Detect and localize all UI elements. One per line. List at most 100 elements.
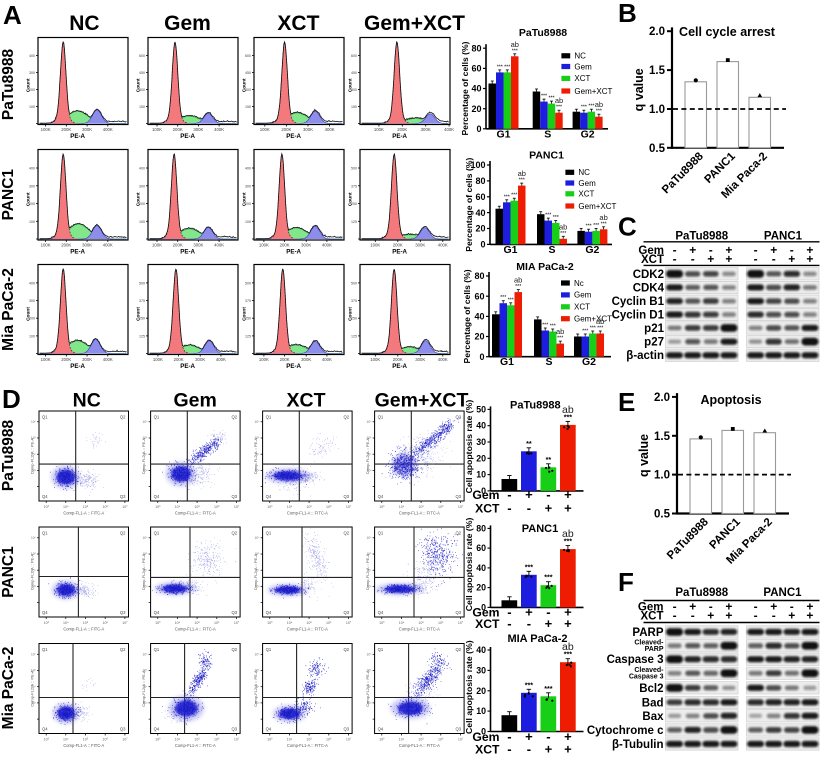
svg-text:10³: 10³	[379, 505, 385, 509]
svg-text:-: -	[507, 501, 511, 516]
svg-text:XCT: XCT	[475, 502, 500, 516]
svg-text:10³: 10³	[44, 738, 50, 742]
svg-text:200: 200	[29, 202, 35, 206]
svg-text:10⁴: 10⁴	[254, 568, 260, 572]
svg-text:100K: 100K	[152, 127, 162, 132]
svg-text:10³: 10³	[255, 469, 260, 473]
svg-text:+: +	[707, 252, 714, 266]
svg-text:Q4: Q4	[266, 727, 272, 732]
svg-text:Q3: Q3	[456, 494, 462, 499]
svg-text:10⁵: 10⁵	[83, 505, 89, 509]
svg-text:Q1: Q1	[154, 531, 160, 536]
svg-text:***: ***	[597, 326, 603, 332]
svg-text:375: 375	[139, 299, 145, 303]
svg-text:100: 100	[29, 105, 35, 109]
svg-text:200: 200	[139, 202, 145, 206]
svg-text:100K: 100K	[153, 357, 163, 362]
svg-text:***: ***	[581, 105, 587, 111]
svg-text:***: ***	[601, 221, 607, 227]
svg-text:PaTu8988: PaTu8988	[675, 231, 728, 243]
svg-text:Caspase 3: Caspase 3	[607, 654, 664, 666]
svg-text:250: 250	[245, 317, 251, 321]
svg-text:Bcl2: Bcl2	[639, 683, 663, 695]
svg-text:Q4: Q4	[154, 727, 160, 732]
svg-text:10⁶: 10⁶	[255, 420, 261, 424]
svg-text:-: -	[691, 252, 695, 266]
svg-text:Comp-FL1-A :: FITC-A: Comp-FL1-A :: FITC-A	[175, 627, 216, 632]
svg-text:Cyclin D1: Cyclin D1	[612, 310, 665, 322]
svg-text:100: 100	[139, 220, 145, 224]
svg-text:100: 100	[470, 160, 485, 170]
svg-text:Comp-FL2-A :: PE-A: Comp-FL2-A :: PE-A	[141, 553, 146, 590]
svg-text:10⁴: 10⁴	[31, 568, 37, 572]
svg-text:PaTu8988: PaTu8988	[510, 400, 561, 412]
svg-text:600: 600	[139, 54, 145, 58]
svg-text:10⁵: 10⁵	[306, 505, 312, 509]
svg-text:S: S	[545, 356, 552, 368]
svg-text:p21: p21	[644, 323, 664, 335]
svg-text:10³: 10³	[255, 585, 260, 589]
svg-text:Gem+XCT: Gem+XCT	[574, 87, 612, 96]
svg-text:500: 500	[139, 281, 145, 285]
svg-text:+: +	[564, 487, 572, 502]
svg-text:10⁴: 10⁴	[142, 452, 148, 456]
svg-text:+: +	[564, 605, 572, 620]
svg-text:***: ***	[593, 223, 599, 229]
svg-text:400: 400	[245, 167, 251, 171]
svg-text:S: S	[548, 244, 555, 256]
svg-text:Q3: Q3	[456, 610, 462, 615]
svg-text:300K: 300K	[301, 243, 311, 248]
svg-text:10⁵: 10⁵	[418, 621, 424, 625]
svg-text:10⁶: 10⁶	[438, 738, 444, 742]
svg-text:PE-A: PE-A	[286, 249, 301, 256]
svg-text:20: 20	[471, 104, 481, 114]
svg-text:+: +	[806, 600, 813, 614]
svg-text:10⁶: 10⁶	[143, 420, 149, 424]
svg-text:60: 60	[474, 291, 484, 301]
svg-text:10⁴: 10⁴	[31, 685, 37, 689]
svg-text:400K: 400K	[444, 127, 454, 132]
svg-text:300: 300	[29, 299, 35, 303]
svg-text:+: +	[564, 742, 572, 757]
svg-text:Q2: Q2	[120, 531, 126, 536]
svg-text:10⁴: 10⁴	[175, 738, 181, 742]
svg-text:300: 300	[351, 88, 357, 92]
svg-text:***: ***	[497, 64, 503, 70]
svg-text:+: +	[725, 252, 732, 266]
svg-text:Q1: Q1	[266, 647, 272, 652]
svg-text:200K: 200K	[393, 357, 403, 362]
svg-text:Count: Count	[242, 307, 248, 321]
svg-text:100K: 100K	[374, 127, 384, 132]
svg-text:Q2: Q2	[120, 415, 126, 420]
svg-text:Comp-FL2-A :: PE-A: Comp-FL2-A :: PE-A	[253, 553, 258, 590]
svg-text:10⁵: 10⁵	[143, 669, 149, 673]
svg-text:G1: G1	[500, 356, 514, 368]
svg-text:+: +	[707, 609, 714, 623]
svg-text:10⁵: 10⁵	[143, 436, 149, 440]
svg-text:40: 40	[476, 421, 486, 431]
svg-text:100K: 100K	[259, 243, 269, 248]
svg-text:Percentage of cells (%): Percentage of cells (%)	[464, 158, 474, 252]
svg-text:Comp-FL2-A :: PE-A: Comp-FL2-A :: PE-A	[30, 437, 35, 474]
svg-text:-: -	[546, 487, 550, 502]
svg-text:10: 10	[476, 470, 486, 480]
svg-text:Q3: Q3	[232, 727, 238, 732]
svg-text:400K: 400K	[103, 243, 113, 248]
svg-text:G1: G1	[503, 244, 517, 256]
svg-text:Q4: Q4	[266, 494, 272, 499]
svg-text:30: 30	[476, 665, 486, 675]
svg-text:50: 50	[476, 404, 486, 414]
svg-text:200: 200	[29, 88, 35, 92]
svg-text:100: 100	[245, 220, 251, 224]
svg-text:300: 300	[139, 184, 145, 188]
svg-text:S: S	[544, 128, 551, 140]
svg-text:-: -	[527, 742, 531, 757]
svg-text:300: 300	[139, 88, 145, 92]
svg-text:400: 400	[139, 167, 145, 171]
svg-text:Q1: Q1	[378, 647, 384, 652]
svg-text:Bad: Bad	[642, 697, 664, 709]
svg-text:10⁴: 10⁴	[287, 621, 293, 625]
svg-text:-: -	[772, 609, 776, 623]
svg-text:10³: 10³	[255, 701, 260, 705]
svg-text:Q4: Q4	[378, 610, 384, 615]
